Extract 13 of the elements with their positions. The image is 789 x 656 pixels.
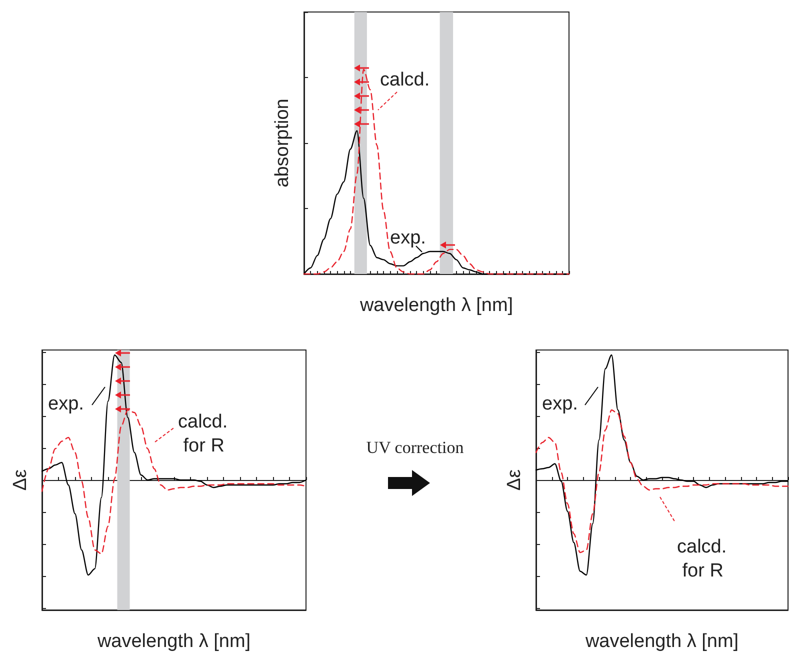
y-axis-title: absorption — [272, 98, 293, 188]
legend-label: calcd. for R — [178, 412, 228, 456]
y-axis-title: Δε — [504, 468, 525, 491]
legend-label: calcd. — [380, 70, 430, 90]
series-label: exp. — [542, 394, 578, 414]
y-axis-title: Δε — [10, 468, 31, 491]
x-axis-title: wavelength λ [nm] — [584, 631, 739, 652]
text: UV correction — [365, 438, 465, 458]
x-axis-title: wavelength λ [nm] — [358, 295, 514, 316]
legend-label: calcd. for R — [677, 536, 727, 582]
series-label: exp. — [48, 394, 84, 414]
x-axis-title: wavelength λ [nm] — [96, 631, 251, 652]
series-label: exp. — [390, 228, 426, 248]
